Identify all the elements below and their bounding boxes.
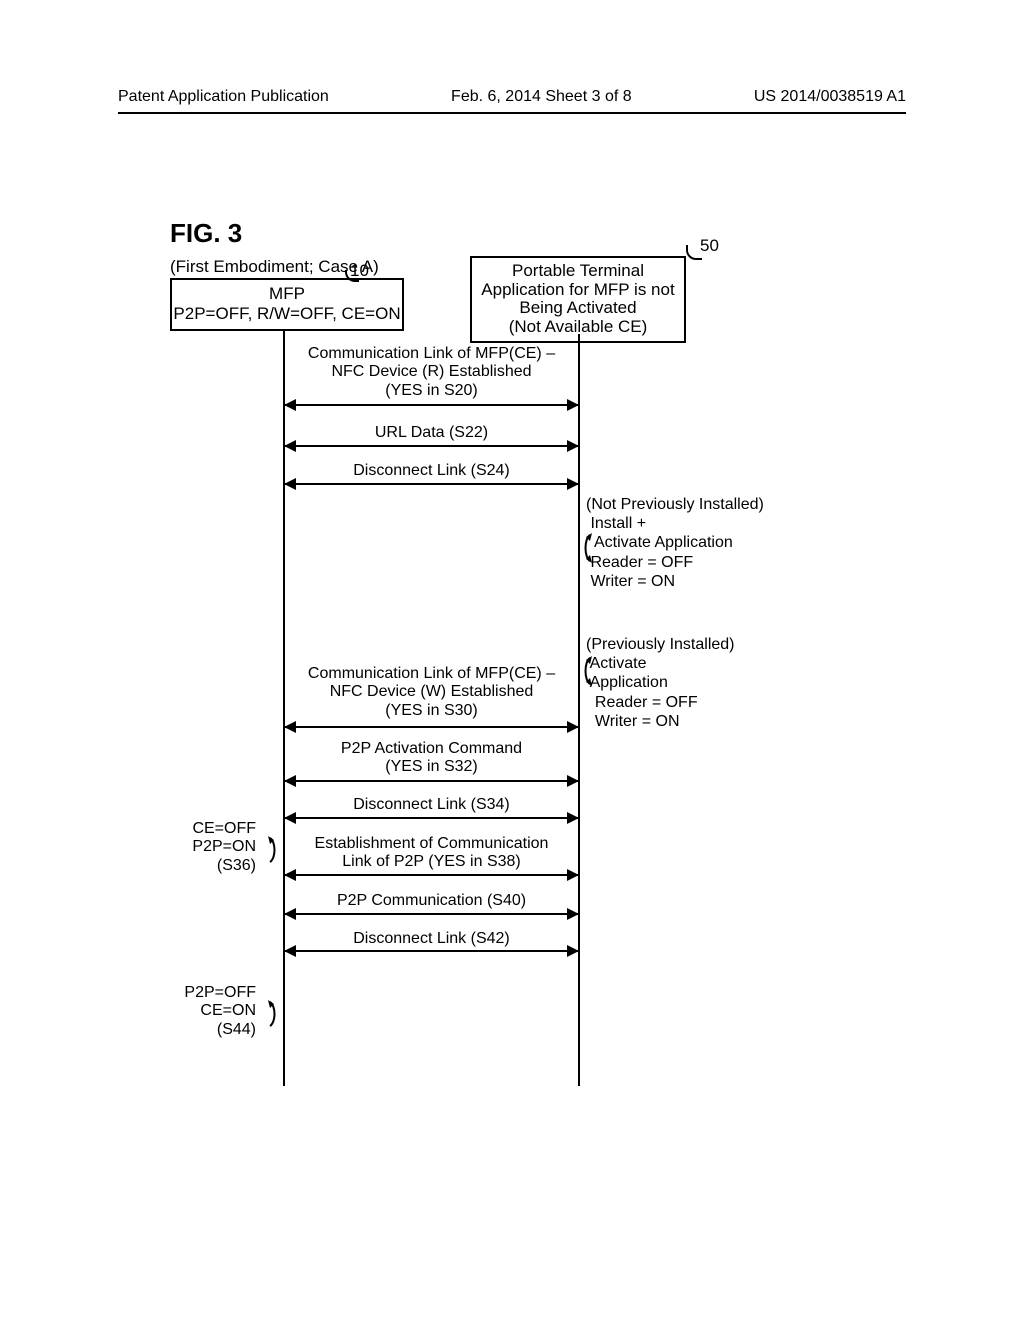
portable-terminal-box: Portable Terminal Application for MFP is… xyxy=(470,256,686,343)
header-right: US 2014/0038519 A1 xyxy=(754,88,906,106)
msg-disconnect-s42: Disconnect Link (S42) xyxy=(285,930,578,948)
note-not-installed: (Not Previously Installed) Install + Act… xyxy=(586,495,764,591)
left-loop-s44 xyxy=(260,1000,278,1028)
header-underline xyxy=(118,112,906,114)
arrow-m3 xyxy=(285,483,578,485)
pt-title: Portable Terminal xyxy=(476,262,680,281)
msg-p2p-activation: P2P Activation Command (YES in S32) xyxy=(285,740,578,777)
left-loop-s36 xyxy=(260,836,278,864)
pt-line2: Application for MFP is not xyxy=(476,281,680,300)
arrow-m9 xyxy=(285,950,578,952)
left-state-s44: P2P=OFF CE=ON (S44) xyxy=(182,984,256,1039)
note-prev-installed: (Previously Installed) Activate Applicat… xyxy=(586,635,735,731)
msg-link-ce-w: Communication Link of MFP(CE) – NFC Devi… xyxy=(285,665,578,720)
left-state-s36: CE=OFF P2P=ON (S36) xyxy=(182,820,256,875)
msg-url-data: URL Data (S22) xyxy=(285,424,578,442)
patent-header: Patent Application Publication Feb. 6, 2… xyxy=(0,88,1024,106)
arrow-m6 xyxy=(285,817,578,819)
msg-disconnect-s24: Disconnect Link (S24) xyxy=(285,462,578,480)
loop-icon-1 xyxy=(582,533,600,561)
pt-ref-number: 50 xyxy=(700,236,719,256)
arrow-m1 xyxy=(285,404,578,406)
msg-establish-p2p: Establishment of Communication Link of P… xyxy=(285,835,578,872)
mfp-box: MFP P2P=OFF, R/W=OFF, CE=ON xyxy=(170,278,404,331)
msg-disconnect-s34: Disconnect Link (S34) xyxy=(285,796,578,814)
pt-line3: Being Activated xyxy=(476,299,680,318)
loop-icon-2 xyxy=(582,656,600,684)
mfp-state: P2P=OFF, R/W=OFF, CE=ON xyxy=(172,304,402,324)
arrow-m7 xyxy=(285,874,578,876)
arrow-m2 xyxy=(285,445,578,447)
header-left: Patent Application Publication xyxy=(118,88,329,106)
arrow-m8 xyxy=(285,913,578,915)
msg-link-ce-r: Communication Link of MFP(CE) – NFC Devi… xyxy=(285,345,578,400)
mfp-title: MFP xyxy=(172,284,402,304)
arrow-m4 xyxy=(285,726,578,728)
header-center: Feb. 6, 2014 Sheet 3 of 8 xyxy=(451,88,632,106)
figure-label: FIG. 3 xyxy=(170,218,242,249)
msg-p2p-comm: P2P Communication (S40) xyxy=(285,892,578,910)
arrow-m5 xyxy=(285,780,578,782)
